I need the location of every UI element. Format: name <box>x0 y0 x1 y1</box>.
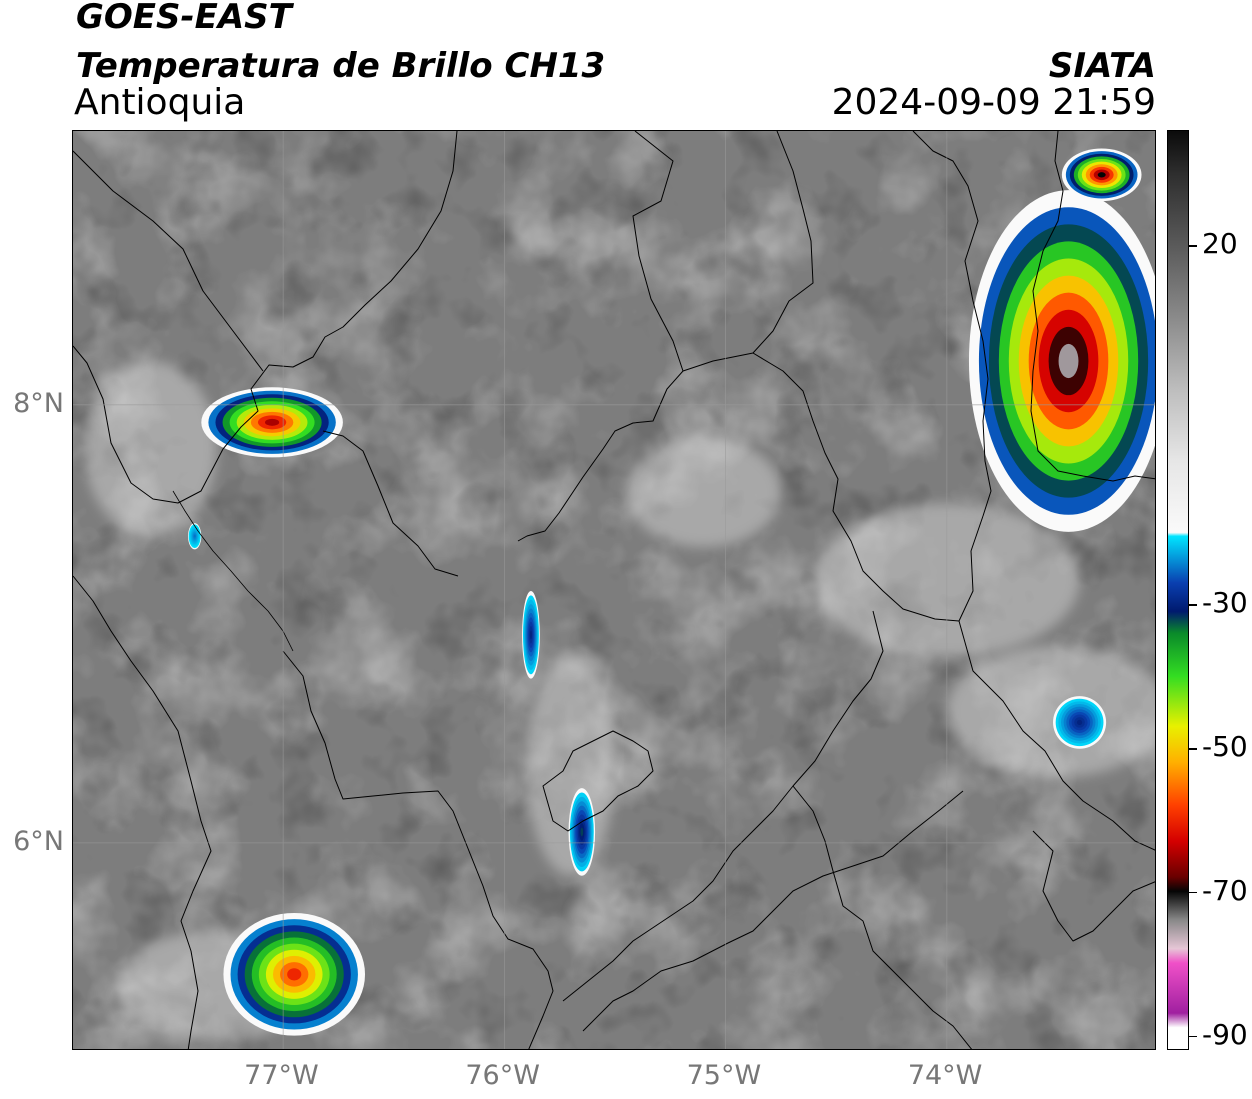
colorbar-tick-label: -30 <box>1202 586 1248 620</box>
lon-tick-label: 77°W <box>244 1060 319 1091</box>
storm-contour <box>1058 343 1079 379</box>
storm-contour <box>287 968 302 981</box>
storm-cell-central-band-south <box>568 788 596 876</box>
boundary-lines <box>73 131 1155 1049</box>
product-title: Temperatura de Brillo CH13 <box>76 46 606 86</box>
antioquia-border-northeast <box>682 131 814 372</box>
colorbar-tick-label: -50 <box>1202 730 1248 764</box>
temperature-colorbar <box>1167 130 1189 1050</box>
department-line-boyaca <box>792 785 973 1049</box>
coastline-uraba <box>73 131 458 504</box>
storm-contour <box>193 534 196 538</box>
colorbar-tick-mark <box>1189 891 1197 894</box>
lon-tick-label: 75°W <box>686 1060 762 1091</box>
colorbar-tick-mark <box>1189 604 1197 606</box>
colorbar-tick-label: -70 <box>1202 873 1248 907</box>
cloud-haze <box>84 361 217 537</box>
antioquia-border-north <box>322 430 459 577</box>
colorbar-tick-mark <box>1189 748 1197 750</box>
storm-contour <box>1097 172 1106 178</box>
satellite-map[interactable] <box>72 130 1156 1050</box>
lat-tick-label: 6°N <box>13 825 64 857</box>
department-line-caldas <box>582 790 964 1032</box>
storm-cell-southwest-cell <box>223 913 366 1036</box>
agency-label: SIATA <box>1048 46 1156 86</box>
storm-contour <box>580 827 584 837</box>
cloud-haze <box>626 437 781 548</box>
river-atrato <box>172 490 294 652</box>
cloud-haze-layer <box>84 361 1155 1041</box>
department-line-east <box>958 620 1155 851</box>
storm-cell-east-large-cell <box>968 190 1155 532</box>
colorbar-tick-mark <box>1189 1035 1197 1038</box>
storm-cell-central-band-north <box>522 591 540 679</box>
coastline-gulf <box>73 150 264 372</box>
lat-tick-label: 8°N <box>13 387 64 419</box>
colorbar-tick-mark <box>1189 245 1197 247</box>
department-line-west-choco <box>73 575 212 1049</box>
storm-cell-northwest-small <box>188 523 202 550</box>
storm-cell-east-north-cell <box>1061 148 1142 202</box>
antioquia-border-magdalena <box>752 352 984 622</box>
satellite-title: GOES-EAST <box>76 0 292 37</box>
storm-contour <box>265 418 280 426</box>
municipal-cluster-medellin <box>542 730 654 832</box>
department-line-southeast <box>1032 830 1155 942</box>
department-line-cesar <box>1030 131 1155 482</box>
antioquia-border-south <box>562 610 884 1002</box>
storm-contour <box>1076 719 1083 726</box>
lon-tick-label: 76°W <box>465 1060 540 1091</box>
colorbar-tick-label: 20 <box>1202 227 1238 260</box>
storm-contour <box>529 630 532 640</box>
storm-cell-urabá-cell <box>201 387 343 458</box>
lon-tick-label: 74°W <box>907 1060 983 1091</box>
region-title: Antioquia <box>74 82 246 123</box>
timestamp-label: 2024-09-09 21:59 <box>831 82 1156 123</box>
storm-cells-layer <box>188 148 1155 1036</box>
storm-cell-east-scattered <box>1053 696 1107 749</box>
antioquia-border-west <box>282 650 554 1049</box>
department-line-santander <box>912 131 992 517</box>
cloud-haze <box>946 645 1155 778</box>
colorbar-tick-label: -90 <box>1202 1017 1248 1051</box>
graticule <box>73 131 1155 1049</box>
